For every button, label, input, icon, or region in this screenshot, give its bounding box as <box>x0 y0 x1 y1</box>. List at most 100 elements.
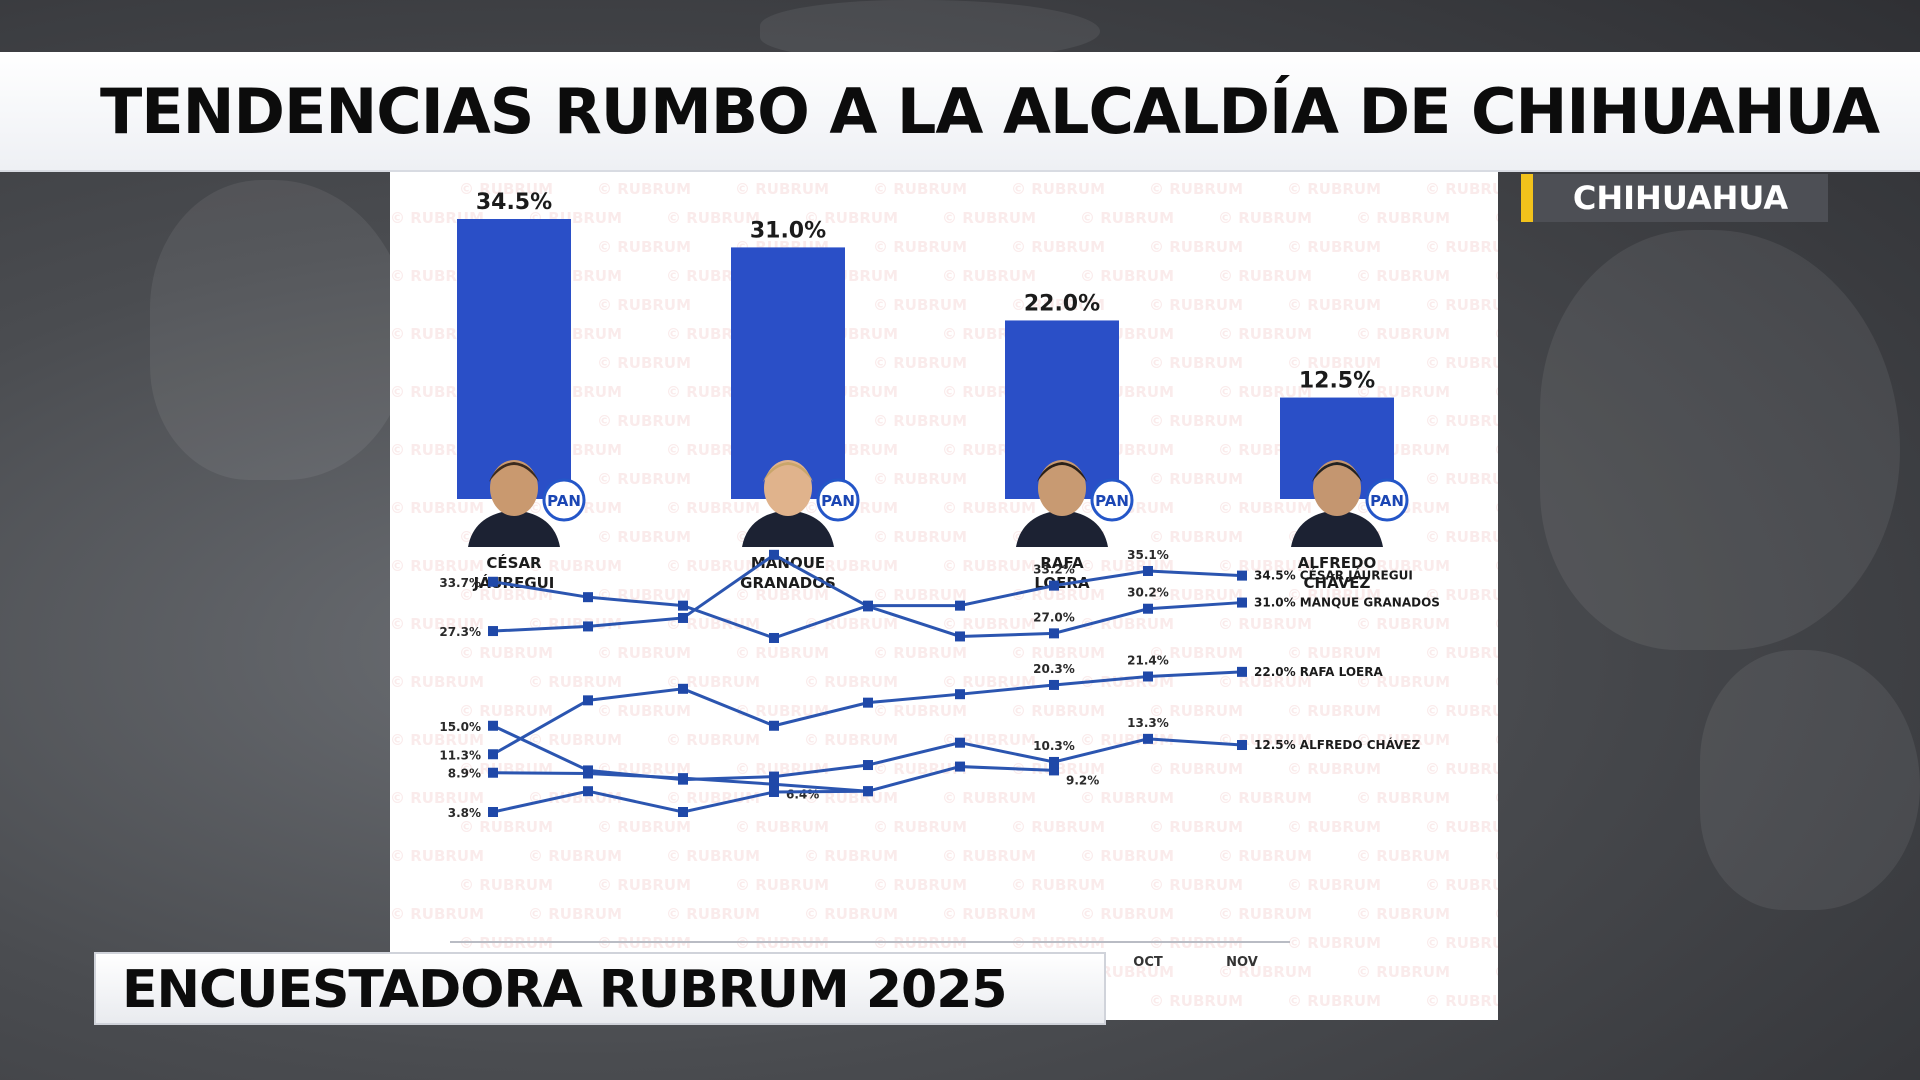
point-label: 27.3% <box>439 625 481 639</box>
watermark-text: © RUBRUM <box>1218 847 1313 865</box>
x-tick-label: OCT <box>1133 955 1163 970</box>
watermark-text: © RUBRUM <box>1287 180 1382 198</box>
watermark-text: © RUBRUM <box>1149 238 1244 256</box>
footer-bar <box>94 952 1106 1025</box>
watermark-text: © RUBRUM <box>1494 325 1498 343</box>
watermark-text: © RUBRUM <box>1425 992 1498 1010</box>
watermark-text: © RUBRUM <box>873 644 968 662</box>
series-marker <box>583 786 593 797</box>
watermark-text: © RUBRUM <box>942 615 1037 633</box>
watermark-text: © RUBRUM <box>873 354 968 372</box>
watermark-text: © RUBRUM <box>1011 238 1106 256</box>
watermark-text: © RUBRUM <box>1356 847 1451 865</box>
point-label: 10.3% <box>1033 739 1075 753</box>
watermark-text: © RUBRUM <box>1425 586 1498 604</box>
watermark-text: © RUBRUM <box>666 789 761 807</box>
watermark-text: © RUBRUM <box>873 528 968 546</box>
watermark-text: © RUBRUM <box>1287 644 1382 662</box>
watermark-text: © RUBRUM <box>942 499 1037 517</box>
watermark-text: © RUBRUM <box>942 673 1037 691</box>
watermark-text: © RUBRUM <box>804 673 899 691</box>
photo-hair <box>763 462 813 482</box>
watermark-text: © RUBRUM <box>804 731 899 749</box>
watermark-text: © RUBRUM <box>1287 760 1382 778</box>
watermark-text: © RUBRUM <box>1287 934 1382 952</box>
watermark-text: © RUBRUM <box>873 412 968 430</box>
watermark-text: © RUBRUM <box>804 847 899 865</box>
region-tag: CHIHUAHUA <box>1521 174 1828 222</box>
series-marker <box>863 601 873 612</box>
candidate-name: CÉSAR <box>486 553 542 572</box>
point-label: 33.2% <box>1033 563 1075 577</box>
watermark-text: © RUBRUM <box>1494 441 1498 459</box>
watermark-text: © RUBRUM <box>735 818 830 836</box>
series-end-label: 31.0% MANQUE GRANADOS <box>1254 596 1440 610</box>
headline-bar <box>0 52 1920 172</box>
watermark-text: © RUBRUM <box>942 905 1037 923</box>
watermark-text: © RUBRUM <box>597 180 692 198</box>
watermark-text: © RUBRUM <box>1218 209 1313 227</box>
series-end-label: 12.5% ALFREDO CHÁVEZ <box>1254 737 1421 752</box>
candidate-photo <box>742 460 834 547</box>
watermark-text: © RUBRUM <box>1425 354 1498 372</box>
watermark-text: © RUBRUM <box>528 905 623 923</box>
watermark-text: © RUBRUM <box>1218 267 1313 285</box>
watermark-text: © RUBRUM <box>597 354 692 372</box>
watermark-text: © RUBRUM <box>1287 296 1382 314</box>
series-marker <box>769 549 779 560</box>
watermark-text: © RUBRUM <box>1287 992 1382 1010</box>
photo-shoulders <box>742 510 834 547</box>
series-line <box>492 724 1243 782</box>
watermark-text: © RUBRUM <box>666 847 761 865</box>
watermark-text: © RUBRUM <box>390 847 485 865</box>
watermark-text: © RUBRUM <box>1494 209 1498 227</box>
series-marker <box>678 683 688 694</box>
watermark-text: © RUBRUM <box>1080 905 1175 923</box>
point-label: 30.2% <box>1127 586 1169 600</box>
watermark-text: © RUBRUM <box>666 673 761 691</box>
watermark-text: © RUBRUM <box>459 702 554 720</box>
watermark-text: © RUBRUM <box>597 876 692 894</box>
footer-caption: ENCUESTADORA RUBRUM 2025 <box>122 960 1008 1020</box>
watermark-text: © RUBRUM <box>459 818 554 836</box>
pan-logo-text: PAN <box>547 492 581 510</box>
watermark-text: © RUBRUM <box>1356 731 1451 749</box>
watermark-text: © RUBRUM <box>597 702 692 720</box>
watermark-text: © RUBRUM <box>1494 267 1498 285</box>
series-marker <box>1143 565 1153 576</box>
series-marker <box>583 592 593 603</box>
watermark-text: © RUBRUM <box>1149 644 1244 662</box>
series-end-label: 22.0% RAFA LOERA <box>1254 665 1383 679</box>
watermark-text: © RUBRUM <box>735 644 830 662</box>
watermark-text: © RUBRUM <box>942 267 1037 285</box>
series-marker <box>1143 733 1153 744</box>
watermark-text: © RUBRUM <box>1494 789 1498 807</box>
watermark-text: © RUBRUM <box>666 615 761 633</box>
point-label: 9.2% <box>1066 773 1099 787</box>
pan-logo-text: PAN <box>821 492 855 510</box>
watermark-text: © RUBRUM <box>1356 673 1451 691</box>
series-marker <box>1237 666 1247 677</box>
bar <box>731 247 845 499</box>
watermark-text: © RUBRUM <box>1494 847 1498 865</box>
watermark-text: © RUBRUM <box>1494 557 1498 575</box>
watermark-text: © RUBRUM <box>1287 702 1382 720</box>
watermark-text: © RUBRUM <box>873 876 968 894</box>
series-marker <box>769 720 779 731</box>
watermark-text: © RUBRUM <box>666 905 761 923</box>
series-marker <box>769 771 779 782</box>
watermark-text: © RUBRUM <box>597 470 692 488</box>
map-landmass <box>1700 650 1920 910</box>
watermark-text: © RUBRUM <box>942 789 1037 807</box>
photo-shoulders <box>1016 510 1108 547</box>
series-marker <box>488 576 498 587</box>
watermark-text: © RUBRUM <box>804 557 899 575</box>
watermark-text: © RUBRUM <box>390 557 485 575</box>
pan-logo-text: PAN <box>1370 492 1404 510</box>
photo-face <box>1313 460 1361 516</box>
watermark-text: © RUBRUM <box>1011 180 1106 198</box>
point-label: 33.7% <box>439 576 481 590</box>
series-marker <box>1143 603 1153 614</box>
watermark-text: © RUBRUM <box>1011 644 1106 662</box>
photo-face <box>764 460 812 516</box>
